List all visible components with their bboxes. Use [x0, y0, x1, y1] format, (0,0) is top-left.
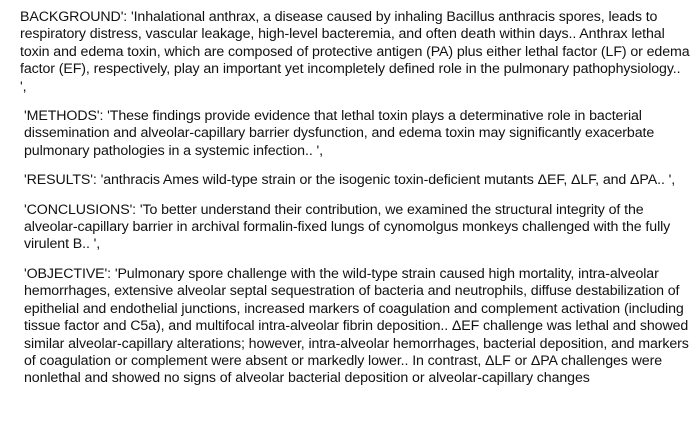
paragraph-objective: 'OBJECTIVE': 'Pulmonary spore challenge …	[24, 265, 689, 387]
paragraph-background: BACKGROUND': 'Inhalational anthrax, a di…	[20, 9, 690, 95]
paragraph-conclusions: 'CONCLUSIONS': 'To better understand the…	[24, 201, 671, 253]
paragraph-results: 'RESULTS': 'anthracis Ames wild-type str…	[24, 172, 676, 189]
document-body: BACKGROUND': 'Inhalational anthrax, a di…	[20, 9, 690, 400]
paragraph-methods: 'METHODS': 'These findings provide evide…	[24, 108, 655, 159]
